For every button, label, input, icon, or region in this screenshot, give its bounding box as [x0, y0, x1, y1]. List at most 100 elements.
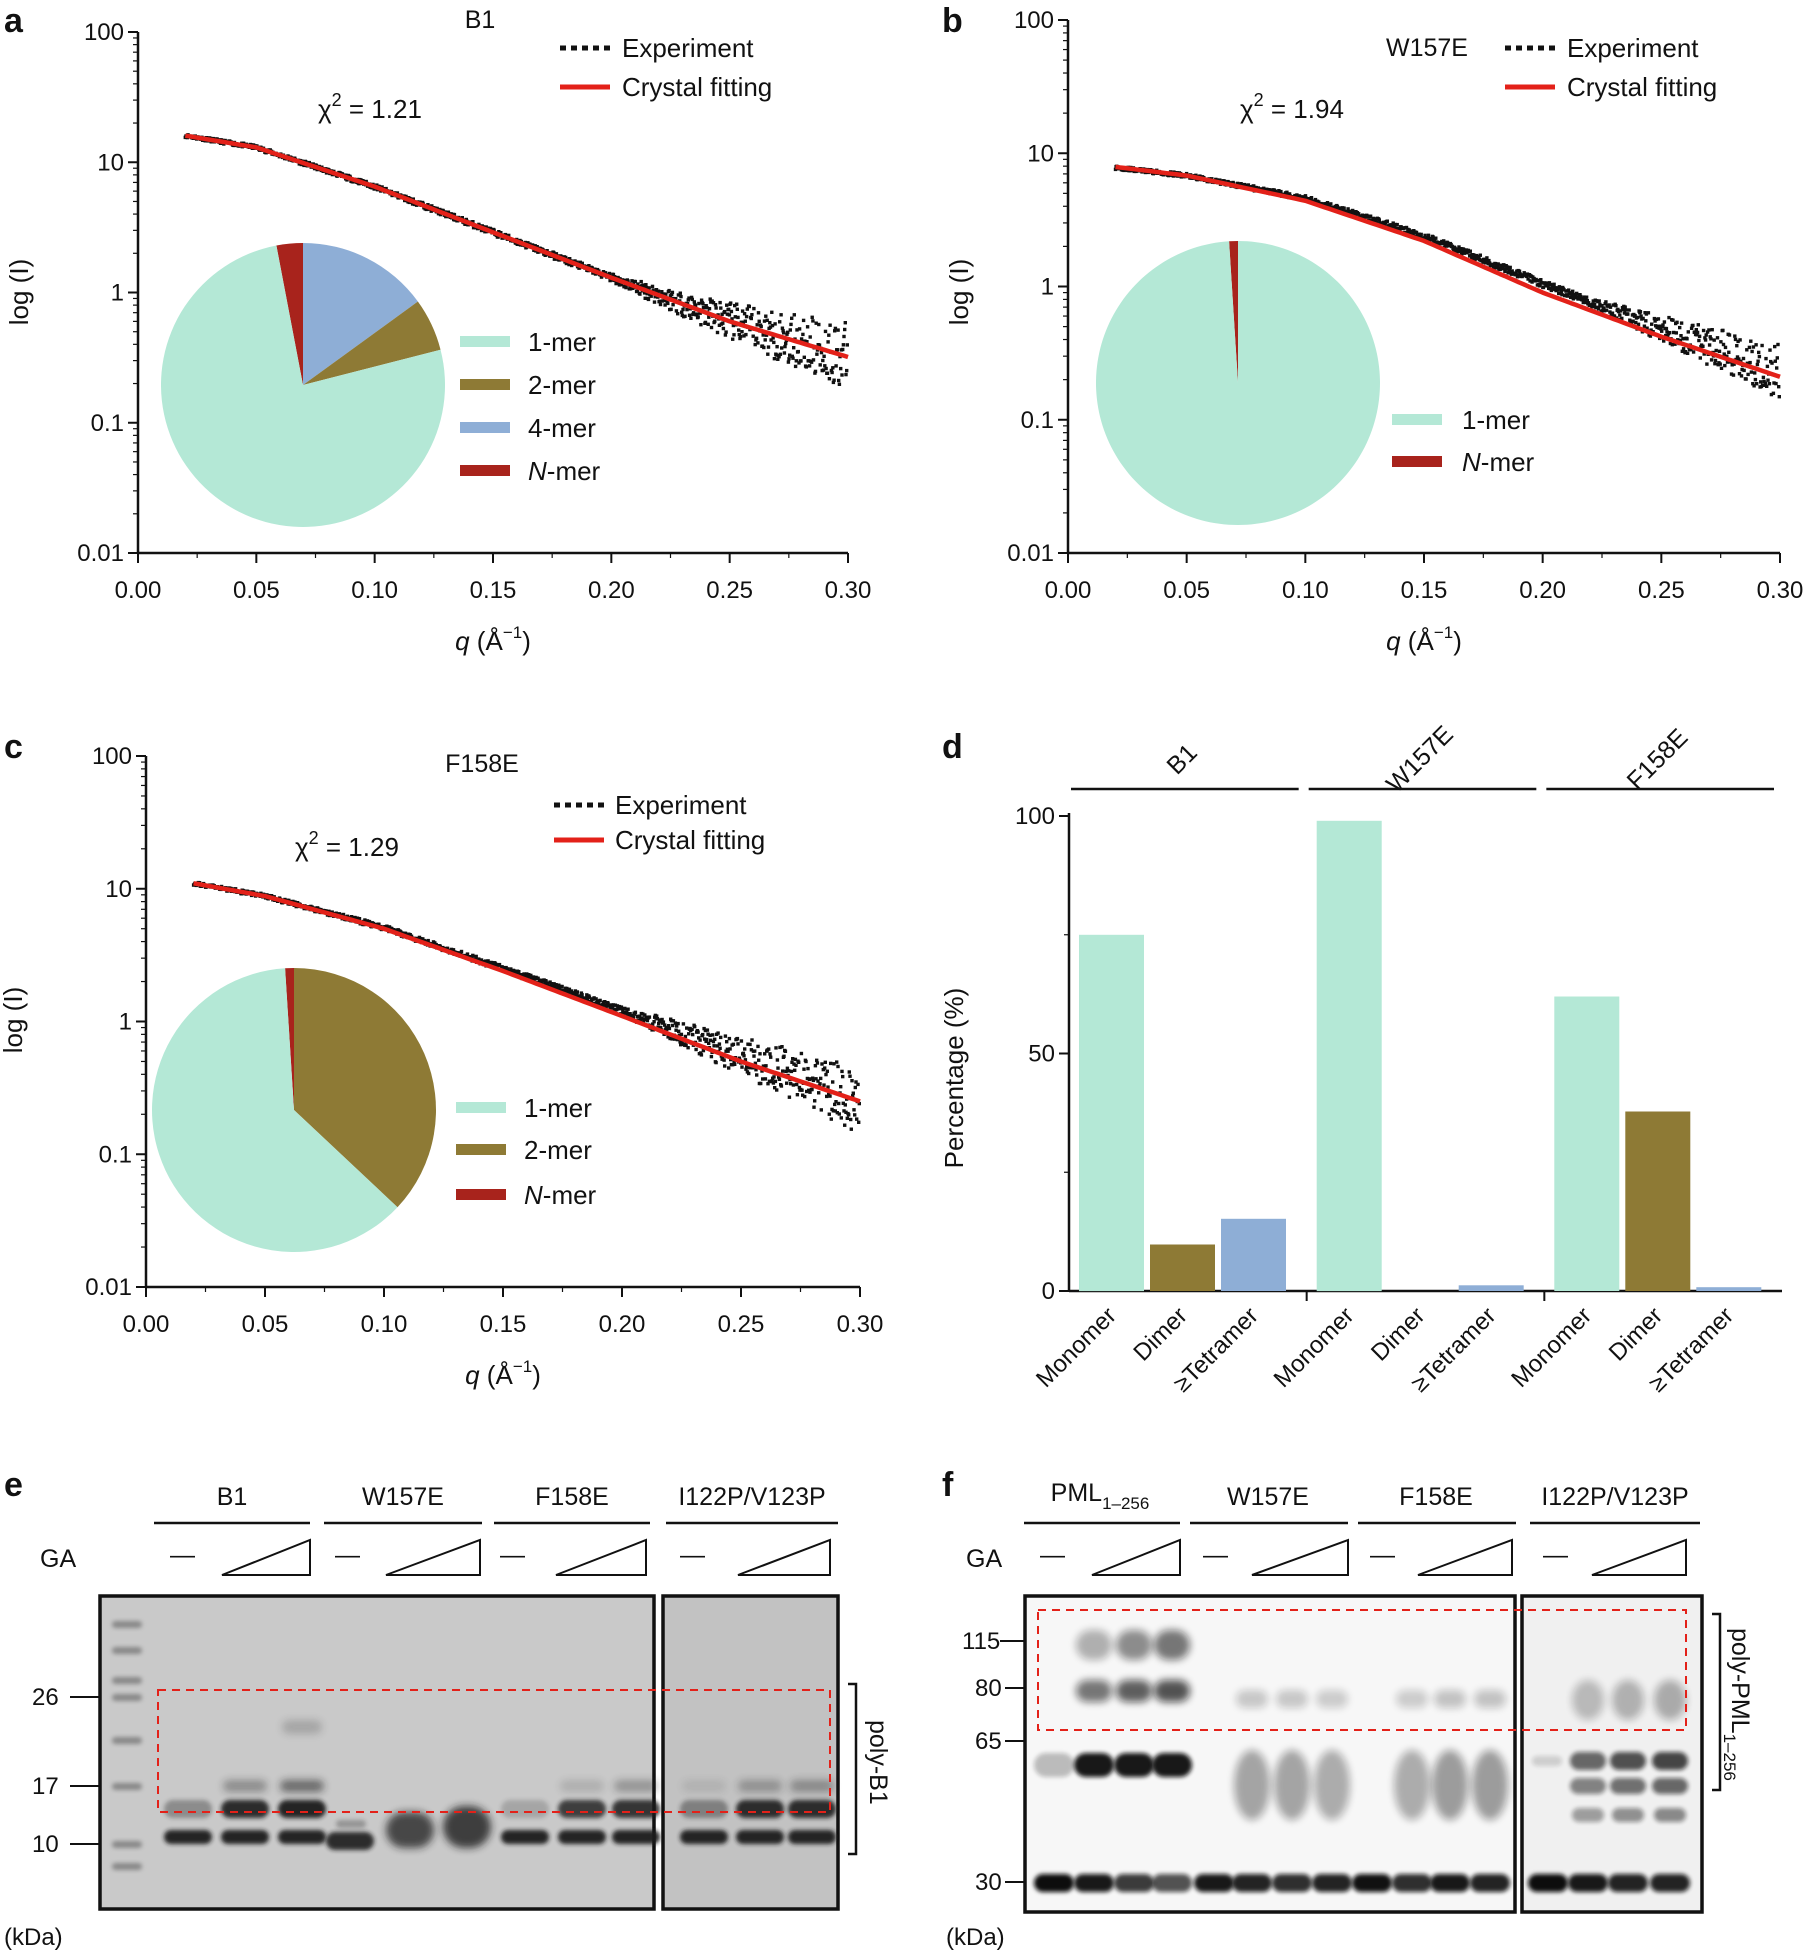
gel-f-dash-4: —	[1543, 1541, 1568, 1569]
experiment-point	[760, 1069, 764, 1073]
bar-w157e-0	[1316, 820, 1382, 1292]
experiment-point	[1662, 339, 1666, 343]
experiment-point	[680, 1039, 684, 1044]
experiment-point	[849, 1117, 853, 1122]
experiment-point	[679, 294, 683, 299]
experiment-point	[797, 361, 801, 365]
experiment-point	[1610, 311, 1615, 315]
experiment-point	[1737, 357, 1741, 361]
experiment-point	[839, 1116, 843, 1120]
experiment-point	[649, 294, 653, 298]
experiment-point	[1487, 258, 1491, 263]
experiment-point	[1600, 309, 1605, 313]
experiment-point	[1691, 323, 1695, 328]
x-tick-label-a: 0.20	[588, 577, 635, 604]
experiment-point	[797, 1085, 802, 1090]
experiment-point	[403, 931, 408, 935]
experiment-point	[835, 1111, 839, 1115]
experiment-point	[1450, 244, 1455, 249]
faint-band	[1532, 1756, 1562, 1766]
x-tick-label-b: 0.20	[1519, 577, 1566, 604]
pie-chart-c	[152, 967, 437, 1252]
experiment-point	[1622, 311, 1627, 315]
pie-legend-c: 1-mer 2-mer N-mer	[456, 1093, 597, 1210]
experiment-point	[1590, 302, 1595, 306]
legend-b: Experiment Crystal fitting	[1505, 33, 1717, 102]
experiment-point	[623, 1006, 627, 1011]
smear	[1274, 1750, 1310, 1820]
dimer-band	[612, 1800, 660, 1818]
experiment-point	[777, 1077, 782, 1081]
experiment-point	[691, 1032, 695, 1037]
experiment-point	[714, 1060, 718, 1065]
experiment-point	[781, 1069, 785, 1073]
experiment-point	[716, 1031, 720, 1035]
experiment-point	[645, 292, 649, 296]
experiment-point	[1621, 307, 1625, 312]
experiment-point	[757, 319, 761, 323]
experiment-point	[822, 354, 826, 358]
experiment-point	[768, 1052, 772, 1056]
experiment-point	[1295, 193, 1299, 197]
experiment-point	[779, 313, 783, 317]
experiment-point	[762, 345, 766, 350]
experiment-point	[587, 995, 592, 999]
experiment-point	[847, 1070, 851, 1074]
experiment-point	[513, 969, 518, 973]
experiment-point	[831, 380, 836, 385]
experiment-point	[638, 292, 642, 296]
experiment-point	[570, 263, 574, 268]
experiment-point	[463, 222, 467, 226]
panel-letter-a: a	[4, 2, 24, 40]
experiment-point	[1507, 268, 1511, 272]
smear-band	[386, 1812, 434, 1848]
experiment-point	[674, 1028, 678, 1032]
experiment-point	[1691, 350, 1696, 354]
experiment-point	[544, 979, 548, 983]
experiment-point	[585, 998, 590, 1002]
pie-legend-label-1mer-a: 1-mer	[528, 327, 596, 357]
experiment-point	[1517, 269, 1522, 273]
experiment-point	[825, 371, 830, 375]
experiment-point	[1571, 289, 1575, 293]
experiment-point	[764, 333, 769, 337]
experiment-point	[1393, 222, 1397, 227]
experiment-point	[658, 302, 663, 307]
experiment-point	[689, 295, 694, 300]
experiment-point	[795, 1093, 800, 1097]
monomer-band	[326, 1832, 374, 1850]
experiment-point	[567, 987, 572, 991]
panel-f: f PML1–256 W157E F158E I122P/V123P GA — …	[942, 1466, 1754, 1951]
experiment-point	[1667, 315, 1671, 320]
experiment-point	[357, 917, 362, 921]
experiment-point	[603, 271, 608, 275]
gel-f-group-w157e: W157E	[1227, 1483, 1309, 1511]
experiment-point	[696, 315, 700, 319]
experiment-point	[823, 1066, 827, 1070]
experiment-point	[823, 1060, 827, 1064]
experiment-point	[1725, 354, 1729, 358]
experiment-point	[1776, 342, 1780, 347]
oligomer-band	[790, 1780, 834, 1792]
experiment-point	[810, 315, 814, 319]
experiment-point	[840, 1069, 844, 1074]
experiment-point	[667, 288, 671, 293]
experiment-point	[1675, 320, 1679, 324]
experiment-point	[1525, 274, 1529, 279]
experiment-point	[1329, 202, 1333, 206]
experiment-point	[1503, 269, 1507, 274]
experiment-point	[424, 939, 428, 943]
experiment-point	[795, 328, 799, 332]
experiment-point	[1749, 370, 1754, 374]
gel-f-bracket: poly-PML1–256	[1712, 1612, 1754, 1792]
base-band	[1074, 1874, 1114, 1892]
experiment-point	[771, 1081, 776, 1085]
experiment-point	[667, 1024, 671, 1028]
faint-80	[1236, 1690, 1268, 1708]
experiment-point	[674, 309, 679, 313]
experiment-point	[799, 359, 803, 363]
experiment-point	[829, 1117, 833, 1121]
legend-label-experiment-c: Experiment	[615, 790, 747, 820]
experiment-point	[630, 279, 634, 283]
experiment-point	[713, 319, 717, 323]
